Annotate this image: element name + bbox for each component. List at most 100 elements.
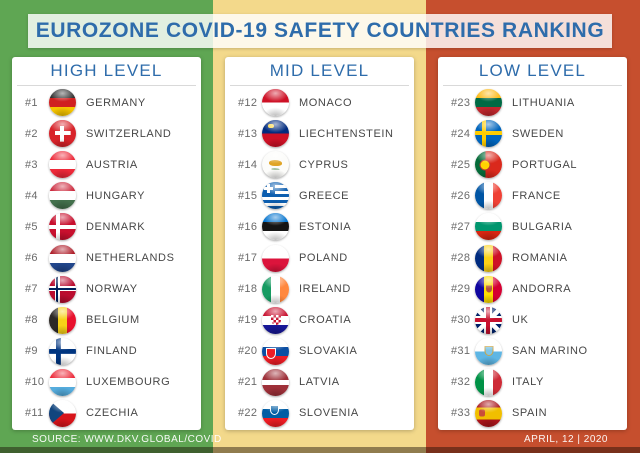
ranking-row-netherlands: #6 NETHERLANDS [12,242,201,273]
rank-label: #11 [25,407,44,420]
greece-flag-icon [262,182,289,210]
country-label: NORWAY [86,283,138,296]
country-label: SAN MARINO [512,345,588,358]
country-label: IRELAND [299,283,351,296]
austria-flag-icon [49,151,76,179]
ranking-row-finland: #9 FINLAND [12,336,201,367]
uk-flag-icon [475,306,502,334]
country-label: SWEDEN [512,127,564,140]
ranking-row-czechia: #11 CZECHIA [12,398,201,429]
country-label: HUNGARY [86,189,146,202]
country-label: ROMANIA [512,252,568,265]
ranking-row-france: #26 FRANCE [438,180,627,211]
ranking-row-estonia: #16 ESTONIA [225,211,414,242]
rank-label: #23 [451,96,471,109]
rank-label: #21 [238,376,258,389]
liechtenstein-flag-icon [262,120,289,148]
country-label: LIECHTENSTEIN [299,127,394,140]
ranking-row-poland: #17 POLAND [225,242,414,273]
rank-label: #20 [238,345,258,358]
country-label: SWITZERLAND [86,127,172,140]
country-label: FRANCE [512,189,561,202]
monaco-flag-icon [262,89,289,117]
rank-label: #12 [238,96,258,109]
estonia-flag-icon [262,213,289,241]
portugal-flag-icon [475,151,502,179]
latvia-flag-icon [262,368,289,396]
country-label: CROATIA [299,314,352,327]
country-label: NETHERLANDS [86,252,175,265]
andorra-flag-icon [475,275,502,303]
ranking-card-mid: MID LEVEL #12 MONACO #13 LIECHTENSTEIN #14 CY… [225,57,414,430]
san-marino-flag-icon [475,337,502,365]
country-label: BELGIUM [86,314,140,327]
sweden-flag-icon [475,120,502,148]
rank-label: #29 [451,283,471,296]
rank-label: #1 [25,96,38,109]
cyprus-flag-icon [262,151,289,179]
ranking-row-luxembourg: #10 LUXEMBOURG [12,367,201,398]
ranking-row-spain: #33 SPAIN [438,398,627,429]
country-label: GERMANY [86,96,146,109]
rank-label: #13 [238,127,258,140]
country-label: PORTUGAL [512,158,578,171]
ranking-card-low: LOW LEVEL #23 LITHUANIA #24 SWEDEN #25 PORTUG… [438,57,627,430]
rank-label: #28 [451,252,471,265]
ranking-row-switzerland: #2 SWITZERLAND [12,118,201,149]
france-flag-icon [475,182,502,210]
country-label: BULGARIA [512,220,573,233]
ranking-row-italy: #32 ITALY [438,367,627,398]
italy-flag-icon [475,368,502,396]
denmark-flag-icon [49,213,76,241]
ranking-row-portugal: #25 PORTUGAL [438,149,627,180]
rank-label: #3 [25,158,38,171]
rank-label: #2 [25,127,38,140]
rank-label: #16 [238,220,258,233]
country-label: AUSTRIA [86,158,138,171]
country-label: LUXEMBOURG [86,376,171,389]
poland-flag-icon [262,244,289,272]
ranking-row-liechtenstein: #13 LIECHTENSTEIN [225,118,414,149]
spain-flag-icon [475,399,502,427]
ranking-row-slovakia: #20 SLOVAKIA [225,336,414,367]
rank-label: #31 [451,345,471,358]
rank-label: #6 [25,252,38,265]
ranking-row-uk: #30 UK [438,305,627,336]
ranking-list-mid: #12 MONACO #13 LIECHTENSTEIN #14 CYPRUS #15 GRE… [225,86,414,429]
finland-flag-icon [49,337,76,365]
ranking-row-san-marino: #31 SAN MARINO [438,336,627,367]
norway-flag-icon [49,275,76,303]
ranking-row-belgium: #8 BELGIUM [12,305,201,336]
card-header-low: LOW LEVEL [443,57,622,86]
ranking-row-greece: #15 GREECE [225,180,414,211]
rank-label: #18 [238,283,258,296]
country-label: SPAIN [512,407,548,420]
ranking-row-latvia: #21 LATVIA [225,367,414,398]
rank-label: #26 [451,189,471,202]
luxembourg-flag-icon [49,368,76,396]
country-label: LATVIA [299,376,340,389]
ranking-card-high: HIGH LEVEL #1 GERMANY #2 SWITZERLAND #3 AUSTR… [12,57,201,430]
ranking-row-austria: #3 AUSTRIA [12,149,201,180]
country-label: FINLAND [86,345,138,358]
page-title: EUROZONE COVID-19 SAFETY COUNTRIES RANKI… [35,19,605,42]
country-label: GREECE [299,189,350,202]
rank-label: #33 [451,407,471,420]
ireland-flag-icon [262,275,289,303]
title-strip: EUROZONE COVID-19 SAFETY COUNTRIES RANKI… [28,14,612,48]
rank-label: #22 [238,407,258,420]
bulgaria-flag-icon [475,213,502,241]
ranking-row-croatia: #19 CROATIA [225,305,414,336]
rank-label: #19 [238,314,258,327]
country-label: SLOVAKIA [299,345,358,358]
ranking-row-slovenia: #22 SLOVENIA [225,398,414,429]
romania-flag-icon [475,244,502,272]
country-label: LITHUANIA [512,96,575,109]
country-label: MONACO [299,96,353,109]
germany-flag-icon [49,89,76,117]
ranking-row-romania: #28 ROMANIA [438,242,627,273]
ranking-row-lithuania: #23 LITHUANIA [438,87,627,118]
ranking-row-norway: #7 NORWAY [12,274,201,305]
rank-label: #15 [238,189,258,202]
